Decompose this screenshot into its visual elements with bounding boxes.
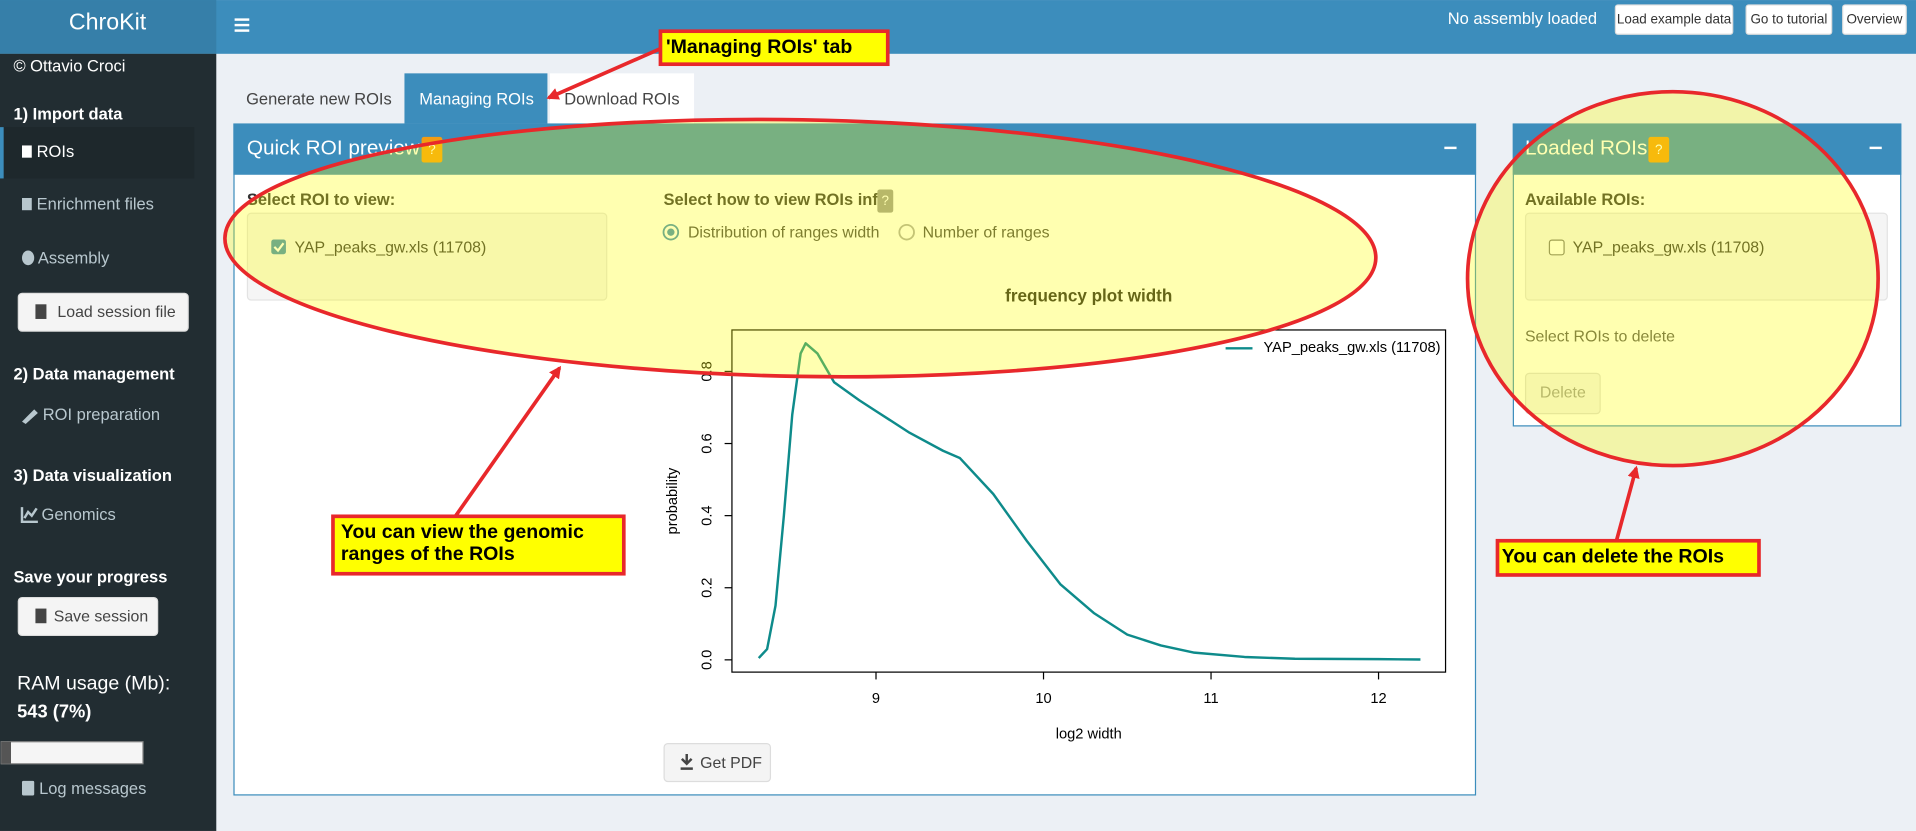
radio-label: Distribution of ranges width [688,225,879,242]
nav-item[interactable]: Genomics [20,506,116,524]
ram-value: 543 (7%) [17,700,91,721]
top-bar [0,0,1916,54]
header-button[interactable]: Load example data [1614,4,1734,35]
nav-label: ROIs [37,143,75,161]
help-text: ? [882,193,889,208]
radio[interactable]: Distribution of ranges width [662,223,880,242]
section-title: Save your progress [13,568,167,586]
collapse-button[interactable] [1869,146,1882,150]
tab[interactable]: Generate new ROIs [246,91,392,109]
nav-item[interactable]: Assembly [21,249,110,267]
tab-label: Managing ROIs [419,91,534,109]
sidebar [0,53,217,831]
callout-text: You can delete the ROIs [1502,545,1724,567]
series-line [757,342,1421,661]
box-title: Loaded ROIs [1525,137,1647,160]
nav-item[interactable]: ROI preparation [21,406,160,425]
collapse-button[interactable] [1444,146,1457,150]
section-title: 2) Data management [13,366,175,384]
menu-toggle[interactable] [234,18,250,32]
nav-label: Assembly [38,249,110,267]
nav-item[interactable]: Enrichment files [21,196,154,214]
help-text: ? [428,142,435,157]
y-tick-label: 0.0 [699,650,715,670]
checkbox-label: YAP_peaks_gw.xls (11708) [1573,239,1765,256]
button-label: Go to tutorial [1750,12,1827,27]
callout-text: You can view the genomic [341,521,584,543]
callout: You can delete the ROIs [1495,538,1761,577]
radio[interactable]: Number of ranges [898,223,1050,242]
nav-label: Genomics [42,506,116,524]
section-title: 3) Data visualization [13,467,171,485]
pdf-button[interactable]: Get PDF [663,742,772,783]
x-tick-label: 10 [1035,691,1051,707]
field-label: Select how to view ROIs info [664,191,888,209]
nav-item[interactable]: Log messages [21,780,146,798]
ram-progress-fill [1,741,11,764]
well [1524,212,1888,301]
header-button[interactable]: Go to tutorial [1745,4,1833,35]
nav-item[interactable]: ROIs [21,143,75,161]
x-tick-label: 12 [1370,691,1386,707]
tab-active[interactable]: Managing ROIs [404,73,548,124]
x-axis-label: log2 width [1056,726,1122,742]
field-label: Select ROI to view: [247,191,395,209]
save-session-button[interactable]: Save session [17,596,159,637]
box-title: Quick ROI preview [247,137,421,160]
y-tick-label: 0.2 [699,578,715,598]
nav-label: Log messages [39,780,146,798]
field-label: Available ROIs: [1525,191,1645,209]
active-item-bg [0,127,195,179]
brand: ChroKit [69,8,147,34]
active-marker [0,127,4,179]
nav-label: Enrichment files [37,196,154,214]
callout-text: 'Managing ROIs' tab [666,36,852,58]
nav-label: ROI preparation [43,406,160,424]
x-tick-label: 11 [1203,691,1218,707]
tab-label: Generate new ROIs [246,91,392,109]
header-button[interactable]: Overview [1842,4,1907,35]
y-tick-label: 0.6 [699,433,715,453]
y-axis-label: probability [665,467,681,534]
hint: Select ROIs to delete [1525,328,1675,345]
roi-checkbox[interactable]: YAP_peaks_gw.xls (11708) [1548,239,1765,256]
tab[interactable]: Download ROIs [549,73,695,124]
load-session-button[interactable]: Load session file [17,292,189,332]
brand-bar [0,0,217,54]
button-label: Load example data [1617,12,1732,27]
callout: You can view the genomic ranges of the R… [331,514,626,576]
tab-label: Download ROIs [564,91,679,109]
roi-checkbox[interactable]: YAP_peaks_gw.xls (11708) [271,239,486,256]
callout: 'Managing ROIs' tab [658,29,890,67]
y-tick-label: 0.4 [699,505,715,525]
section-title: 1) Import data [13,105,123,123]
delete-button[interactable]: Delete [1524,372,1601,415]
button-label: Delete [1540,385,1586,402]
ram-progress [0,741,144,765]
button-label: Overview [1846,12,1902,27]
chart-title: frequency plot width [1005,286,1172,305]
button-label: Get PDF [700,755,762,772]
callout-text: ranges of the ROIs [341,543,515,565]
author: © Ottavio Croci [13,58,125,76]
legend-label: YAP_peaks_gw.xls (11708) [1263,340,1440,356]
x-tick-label: 9 [872,691,880,707]
y-tick-label: 0.8 [699,361,715,381]
button-label: Save session [54,608,148,625]
assembly-status: No assembly loaded [1448,10,1597,28]
ram-label: RAM usage (Mb): [17,672,170,694]
well [246,212,608,301]
button-label: Load session file [57,304,175,321]
radio-label: Number of ranges [923,225,1050,242]
checkbox-label: YAP_peaks_gw.xls (11708) [294,239,486,256]
help-text: ? [1655,142,1662,157]
